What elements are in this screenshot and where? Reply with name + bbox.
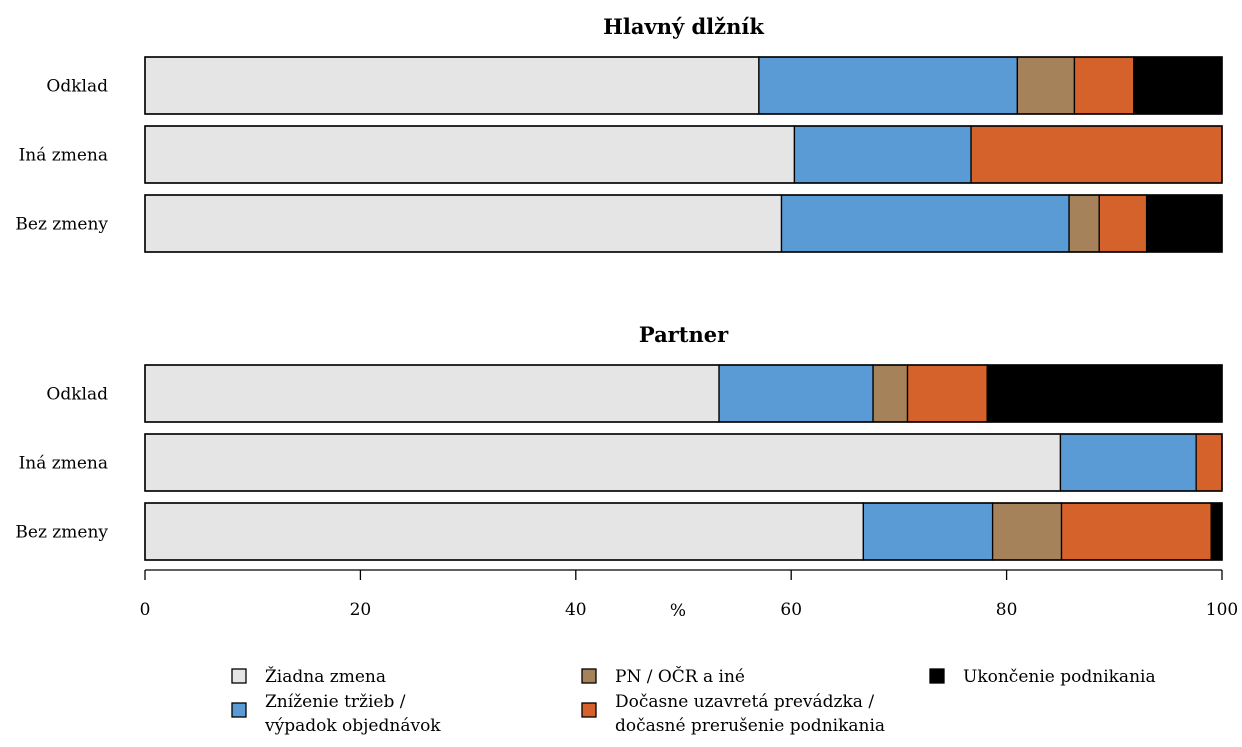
x-tick-label: 0 [140, 600, 151, 620]
category-label: Iná zmena [19, 146, 108, 166]
bar-segment [780, 194, 1070, 253]
bar-segment [144, 56, 760, 115]
bar-segment [1059, 433, 1197, 492]
x-tick-label: 20 [350, 600, 372, 620]
x-tick-label: 80 [996, 600, 1018, 620]
bar-segment [1133, 56, 1223, 115]
bar-segment [144, 194, 783, 253]
bar-segment [144, 433, 1062, 492]
bar-segment [1145, 194, 1223, 253]
bar-segment [758, 56, 1019, 115]
x-tick-label: 60 [780, 600, 802, 620]
bar-segment [862, 502, 994, 561]
bar-segment [1016, 56, 1076, 115]
bar-segment [906, 364, 988, 423]
category-label: Odklad [46, 77, 108, 97]
bar-outline [144, 56, 1223, 115]
bar-segment [718, 364, 874, 423]
bar-segment [970, 125, 1223, 184]
panel-title: Hlavný dlžník [603, 14, 764, 39]
x-tick-label: 100 [1206, 600, 1238, 620]
bar-segment [1195, 433, 1223, 492]
legend-label: dočasné prerušenie podnikania [615, 716, 885, 736]
bar-segment [793, 125, 972, 184]
bar-outline [144, 502, 1223, 561]
bar-segment [144, 502, 865, 561]
legend-label: Ukončenie podnikania [963, 667, 1156, 687]
bar-segment [986, 364, 1223, 423]
category-label: Iná zmena [19, 454, 108, 474]
category-label: Bez zmeny [15, 215, 108, 235]
legend-swatch [231, 702, 247, 718]
legend-label: Žiadna zmena [265, 666, 386, 687]
bar-segment [991, 502, 1063, 561]
bar-segment [1068, 194, 1100, 253]
bar-segment [144, 364, 720, 423]
bar-segment [1210, 502, 1223, 561]
bar-outline [144, 364, 1223, 423]
x-tick-label: 40 [565, 600, 587, 620]
legend-swatch [231, 668, 247, 684]
bar-segment [1073, 56, 1135, 115]
bar-segment [872, 364, 909, 423]
category-label: Bez zmeny [15, 523, 108, 543]
legend-label: PN / OČR a iné [615, 666, 745, 687]
legend-label: Dočasne uzavretá prevádzka / [615, 692, 874, 712]
bar-outline [144, 194, 1223, 253]
legend-label: Zníženie tržieb / [265, 692, 406, 712]
legend-swatch [929, 668, 945, 684]
category-label: Odklad [46, 385, 108, 405]
x-axis-title: % [670, 601, 686, 621]
bar-segment [1098, 194, 1148, 253]
bar-outline [144, 125, 1223, 184]
legend-label: výpadok objednávok [264, 716, 441, 736]
panel-title: Partner [639, 322, 729, 347]
bar-outline [144, 433, 1223, 492]
bar-segment [1060, 502, 1212, 561]
bar-segment [144, 125, 796, 184]
legend-swatch [581, 668, 597, 684]
legend-swatch [581, 702, 597, 718]
